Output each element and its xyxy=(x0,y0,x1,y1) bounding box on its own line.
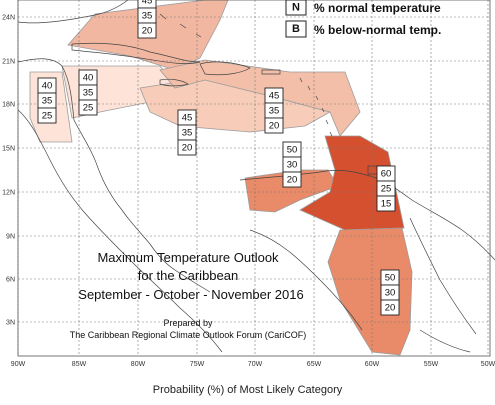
title-line-2: for the Caribbean xyxy=(138,268,238,283)
lat-tick-label: 6N xyxy=(6,277,15,284)
prob-value: 40 xyxy=(83,73,94,84)
prob-value: 20 xyxy=(385,303,396,314)
prob-value: 35 xyxy=(269,106,280,117)
map-frame xyxy=(17,0,491,357)
prob-value: 40 xyxy=(42,81,53,92)
prob-value: 15 xyxy=(381,199,392,210)
lon-tick-label: 70W xyxy=(248,361,263,368)
prob-value: 20 xyxy=(269,121,280,132)
prob-value: 30 xyxy=(287,160,298,171)
region-guianas-shape xyxy=(327,227,413,356)
prob-value: 20 xyxy=(142,26,153,37)
prob-value: 45 xyxy=(182,113,193,124)
lon-tick-label: 90W xyxy=(11,361,26,368)
region-central-caribbean-stack: 45 35 20 xyxy=(177,109,197,156)
lon-tick-label: 85W xyxy=(72,361,87,368)
legend: N % normal temperature B % below-normal … xyxy=(285,0,441,38)
region-lesser-antilles-stack: 60 25 15 xyxy=(376,165,396,212)
region-abc-islands-shape xyxy=(244,169,339,213)
prob-value: 45 xyxy=(269,91,280,102)
title-line-1: Maximum Temperature Outlook xyxy=(97,250,279,265)
lon-tick-label: 55W xyxy=(424,361,439,368)
credit-line-1: Prepared by xyxy=(163,318,213,328)
region-abc-islands-stack: 50 30 20 xyxy=(282,141,302,188)
prob-value: 20 xyxy=(182,143,193,154)
lat-tick-label: 24N xyxy=(2,15,15,22)
prob-value: 20 xyxy=(287,175,298,186)
region-belize-yucatan-stack: 40 35 25 xyxy=(37,77,57,124)
legend-key-box-below xyxy=(285,20,307,38)
lat-tick-label: 15N xyxy=(2,146,15,153)
lon-tick-label: 80W xyxy=(131,361,146,368)
prob-value: 25 xyxy=(83,103,94,114)
prob-box xyxy=(78,99,98,116)
lat-tick-label: 21N xyxy=(2,59,15,66)
lat-tick-label: 12N xyxy=(2,190,15,197)
coastlines xyxy=(17,0,495,353)
prob-value: 45 xyxy=(142,0,153,7)
lat-tick-label: 3N xyxy=(6,320,15,327)
region-guianas-stack: 50 30 20 xyxy=(380,269,400,316)
map-title: Maximum Temperature Outlook for the Cari… xyxy=(70,250,307,340)
title-line-3: September - October - November 2016 xyxy=(78,287,303,302)
longitude-ticks: 90W 85W 80W 75W 70W 65W 60W 55W 50W xyxy=(11,361,495,368)
lon-tick-label: 65W xyxy=(307,361,322,368)
prob-box xyxy=(376,195,396,212)
prob-box xyxy=(177,139,197,156)
prob-box xyxy=(264,117,284,134)
prob-box xyxy=(137,22,157,39)
region-bahamas-cuba-stack: 45 35 20 xyxy=(137,0,157,39)
prob-box xyxy=(380,299,400,316)
prob-value: 35 xyxy=(142,11,153,22)
region-greater-antilles-stack: 45 35 20 xyxy=(264,87,284,134)
credit-line-2: The Caribbean Regional Climate Outlook F… xyxy=(70,330,307,340)
prob-value: 30 xyxy=(385,288,396,299)
lat-tick-label: 9N xyxy=(6,234,15,241)
lon-tick-label: 60W xyxy=(365,361,380,368)
prob-value: 50 xyxy=(385,273,396,284)
prob-value: 60 xyxy=(381,169,392,180)
prob-value: 35 xyxy=(182,128,193,139)
legend-label-below: % below-normal temp. xyxy=(314,23,441,37)
latitude-ticks: 24N 21N 18N 15N 12N 9N 6N 3N xyxy=(2,15,15,327)
prob-value: 25 xyxy=(381,184,392,195)
prob-box xyxy=(282,171,302,188)
lon-tick-label: 50W xyxy=(481,361,495,368)
prob-value: 35 xyxy=(42,96,53,107)
graticule xyxy=(17,0,490,356)
legend-key-normal: N xyxy=(292,2,300,14)
probability-caption: Probability (%) of Most Likely Category xyxy=(152,384,343,396)
legend-key-box-normal xyxy=(285,0,307,16)
legend-key-below: B xyxy=(292,23,300,35)
prob-value: 35 xyxy=(83,88,94,99)
probability-labels: 45 35 20 40 35 25 40 35 25 45 35 20 45 35 20 50 30 20 60 25… xyxy=(37,0,400,316)
lon-tick-label: 75W xyxy=(190,361,205,368)
legend-label-normal: % normal temperature xyxy=(314,1,441,15)
region-gulf-honduras-stack: 40 35 25 xyxy=(78,69,98,116)
lat-tick-label: 18N xyxy=(2,102,15,109)
prob-value: 50 xyxy=(287,145,298,156)
prob-box xyxy=(37,107,57,124)
prob-value: 25 xyxy=(42,111,53,122)
